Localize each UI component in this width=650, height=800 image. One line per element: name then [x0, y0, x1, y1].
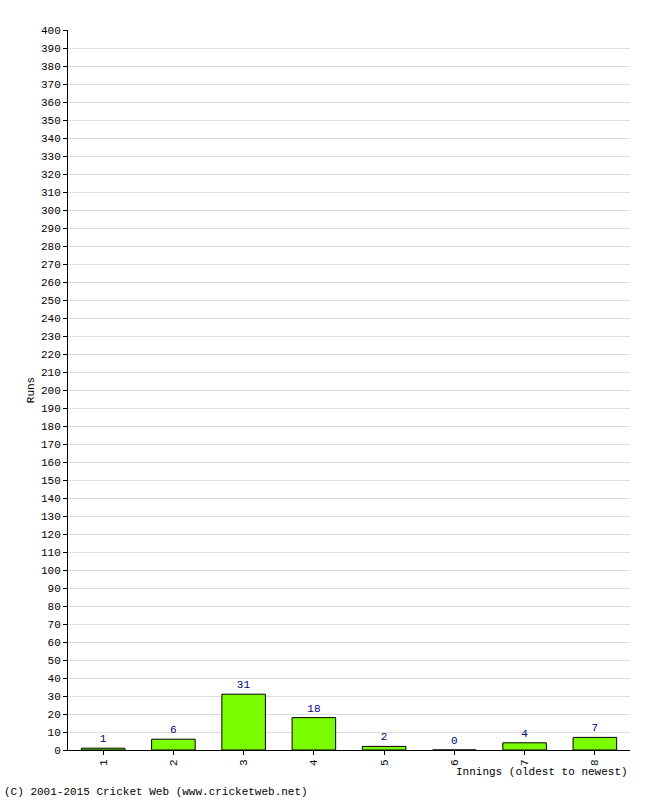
svg-text:2: 2 [381, 731, 388, 743]
svg-text:20: 20 [48, 709, 61, 721]
svg-text:230: 230 [41, 331, 61, 343]
svg-text:5: 5 [379, 759, 391, 766]
svg-text:320: 320 [41, 169, 61, 181]
svg-text:400: 400 [41, 25, 61, 37]
svg-text:31: 31 [237, 679, 251, 691]
svg-text:18: 18 [307, 703, 320, 715]
svg-text:90: 90 [48, 583, 61, 595]
svg-text:280: 280 [41, 241, 61, 253]
svg-text:60: 60 [48, 637, 61, 649]
svg-text:Innings (oldest to newest): Innings (oldest to newest) [456, 766, 628, 778]
svg-text:140: 140 [41, 493, 61, 505]
svg-text:6: 6 [170, 724, 177, 736]
svg-text:210: 210 [41, 367, 61, 379]
svg-text:350: 350 [41, 115, 61, 127]
svg-text:4: 4 [521, 728, 528, 740]
svg-text:1: 1 [98, 759, 110, 766]
svg-text:300: 300 [41, 205, 61, 217]
svg-text:10: 10 [48, 727, 61, 739]
svg-text:240: 240 [41, 313, 61, 325]
svg-text:4: 4 [308, 759, 320, 766]
svg-text:220: 220 [41, 349, 61, 361]
svg-text:380: 380 [41, 61, 61, 73]
svg-text:340: 340 [41, 133, 61, 145]
svg-text:180: 180 [41, 421, 61, 433]
svg-text:110: 110 [41, 547, 61, 559]
svg-text:330: 330 [41, 151, 61, 163]
svg-text:270: 270 [41, 259, 61, 271]
svg-text:1: 1 [100, 733, 107, 745]
svg-text:40: 40 [48, 673, 61, 685]
svg-text:(C) 2001-2015 Cricket Web (www: (C) 2001-2015 Cricket Web (www.cricketwe… [4, 786, 308, 798]
svg-text:6: 6 [449, 759, 461, 766]
svg-text:70: 70 [48, 619, 61, 631]
svg-text:150: 150 [41, 475, 61, 487]
svg-text:Runs: Runs [25, 377, 37, 403]
svg-text:390: 390 [41, 43, 61, 55]
svg-text:360: 360 [41, 97, 61, 109]
svg-text:8: 8 [589, 759, 601, 766]
svg-text:7: 7 [519, 759, 531, 766]
svg-text:190: 190 [41, 403, 61, 415]
svg-text:170: 170 [41, 439, 61, 451]
svg-text:290: 290 [41, 223, 61, 235]
svg-text:250: 250 [41, 295, 61, 307]
svg-text:2: 2 [168, 759, 180, 766]
svg-text:260: 260 [41, 277, 61, 289]
svg-text:3: 3 [238, 759, 250, 766]
svg-text:200: 200 [41, 385, 61, 397]
svg-text:130: 130 [41, 511, 61, 523]
svg-text:100: 100 [41, 565, 61, 577]
svg-text:30: 30 [48, 691, 61, 703]
svg-text:120: 120 [41, 529, 61, 541]
svg-text:370: 370 [41, 79, 61, 91]
svg-text:0: 0 [451, 735, 458, 747]
svg-text:310: 310 [41, 187, 61, 199]
svg-text:160: 160 [41, 457, 61, 469]
svg-text:80: 80 [48, 601, 61, 613]
svg-text:50: 50 [48, 655, 61, 667]
svg-text:0: 0 [54, 745, 61, 757]
svg-text:7: 7 [592, 722, 599, 734]
